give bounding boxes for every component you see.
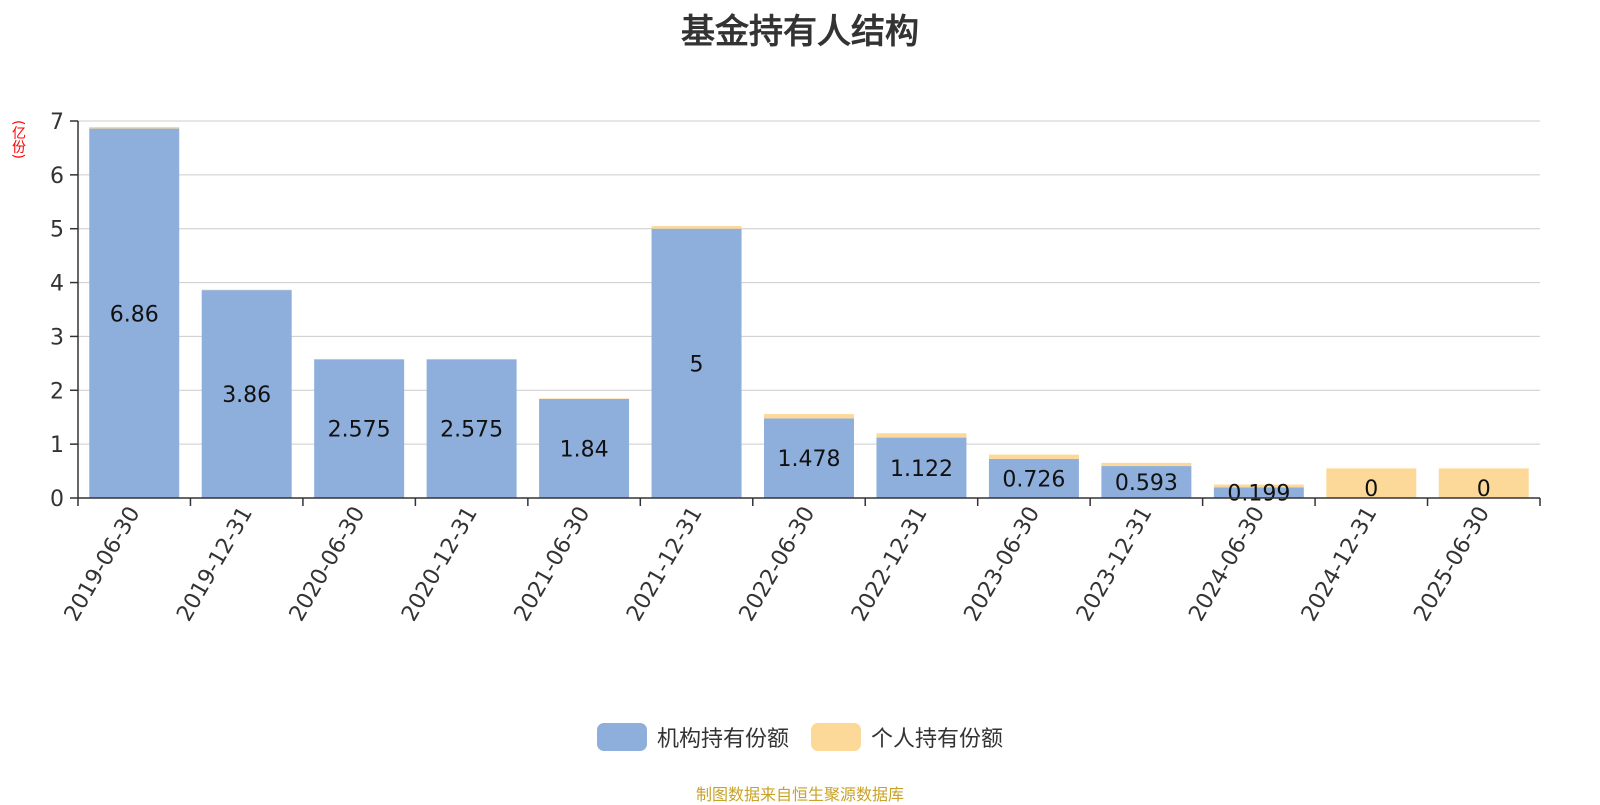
data-label: 5: [690, 352, 704, 377]
bar-institutional: [89, 128, 180, 499]
data-label: 0.199: [1227, 482, 1290, 507]
x-tick-label: 2023-06-30: [960, 503, 1046, 626]
y-tick-label: 5: [50, 218, 64, 243]
source-note: 制图数据来自恒生聚源数据库: [695, 785, 904, 804]
x-tick-label: 2021-06-30: [510, 503, 596, 626]
bar-individual: [426, 359, 517, 360]
y-tick-label: 1: [50, 433, 64, 458]
x-tick-label: 2024-06-30: [1184, 503, 1270, 626]
y-axis-unit-label: (亿份): [10, 120, 26, 159]
data-label: 3.86: [222, 383, 271, 408]
data-label: 2.575: [440, 418, 503, 443]
legend-item-institutional[interactable]: 机构持有份额: [596, 721, 789, 753]
legend-swatch-individual: [811, 723, 861, 751]
bar-institutional: [539, 398, 630, 498]
stacked-bar-chart: 0 1 2 3 4 5 6 7 6.86 3.86 2.575 2.575 1.84 5 1.478 1.12…: [50, 110, 1541, 626]
x-tick-label: 2019-12-31: [172, 503, 258, 626]
data-label: 1.122: [890, 457, 953, 482]
y-tick-label: 7: [50, 110, 64, 135]
data-label: 1.84: [560, 437, 609, 462]
legend-swatch-institutional: [596, 723, 647, 751]
bar-individual: [89, 126, 180, 129]
legend-item-individual[interactable]: 个人持有份额: [811, 721, 1003, 753]
bar-institutional: [201, 290, 292, 498]
bar-individual: [1326, 468, 1417, 498]
data-label: 0.593: [1115, 471, 1178, 496]
x-tick-label: 2020-12-31: [397, 502, 483, 625]
legend-label-individual: 个人持有份额: [871, 727, 1004, 752]
legend-label-institutional: 机构持有份额: [656, 727, 789, 752]
bar-individual: [651, 226, 742, 229]
bar-individual: [201, 289, 292, 291]
bar-institutional: [426, 359, 517, 498]
data-label: 2.575: [328, 418, 391, 443]
y-tick-label: 2: [50, 379, 64, 404]
bar-individual: [1213, 484, 1304, 488]
bar-institutional: [764, 418, 854, 498]
bar-institutional: [651, 228, 742, 498]
bar-individual: [539, 398, 630, 399]
legend: 机构持有份额 个人持有份额: [0, 721, 1600, 753]
x-tick-label: 2019-06-30: [60, 503, 146, 626]
x-tick-label: 2023-12-31: [1072, 503, 1158, 626]
data-label: 0.726: [1002, 467, 1065, 492]
bar-institutional: [1213, 487, 1304, 498]
x-tick-label: 2022-06-30: [735, 503, 821, 626]
bar-individual: [764, 414, 854, 419]
x-tick-label: 2022-12-31: [847, 503, 933, 626]
data-label: 1.478: [778, 447, 841, 472]
bar-individual: [1101, 462, 1192, 467]
data-label: 0: [1477, 477, 1491, 502]
bar-individual: [314, 359, 405, 360]
y-tick-label: 4: [50, 272, 64, 297]
x-tick-label: 2020-06-30: [285, 503, 371, 626]
bar-institutional: [876, 437, 967, 498]
bar-individual: [1438, 468, 1529, 498]
y-tick-label: 3: [50, 325, 64, 350]
y-tick-label: 0: [50, 487, 64, 512]
bar-institutional: [1101, 466, 1192, 498]
chart-title: 基金持有人结构: [681, 12, 919, 52]
bar-institutional: [988, 458, 1079, 498]
x-tick-label: 2021-12-31: [622, 503, 708, 626]
bar-individual: [988, 454, 1079, 459]
data-label: 0: [1364, 477, 1378, 502]
x-tick-label: 2024-12-31: [1297, 503, 1383, 626]
x-tick-label: 2025-06-30: [1409, 503, 1495, 626]
data-label: 6.86: [110, 302, 159, 327]
y-tick-label: 6: [50, 164, 64, 189]
bar-individual: [876, 433, 967, 438]
bar-institutional: [314, 359, 405, 498]
